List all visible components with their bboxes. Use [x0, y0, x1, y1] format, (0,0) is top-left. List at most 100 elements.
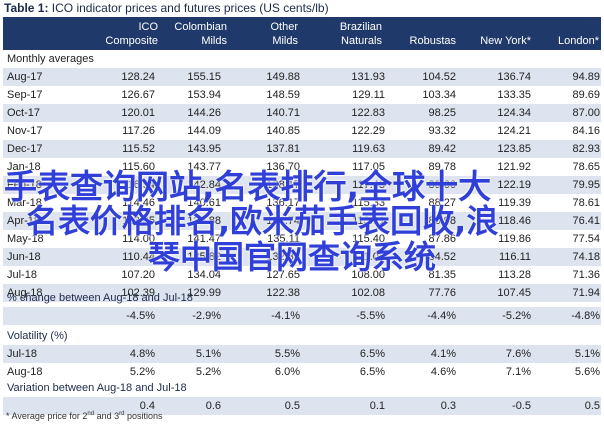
- table-cell: 77.54: [572, 233, 600, 245]
- section-header-pct: % change between Aug-18 and Jul-18: [3, 289, 601, 307]
- table-cell: 0.4: [139, 400, 155, 412]
- table-cell: 136.74: [497, 71, 531, 83]
- table-cell: 124.34: [497, 107, 531, 119]
- row-label: Monthly averages: [7, 53, 94, 65]
- table-cell: 120.01: [121, 107, 155, 119]
- row-label: Aug-17: [7, 71, 43, 83]
- row-label: Jan-18: [7, 161, 41, 173]
- table-cell: 7.6%: [505, 348, 531, 360]
- section-header-monthly: Monthly averages: [3, 50, 601, 68]
- table-cell: 122.38: [266, 287, 300, 299]
- table-cell: 134.74: [266, 215, 300, 227]
- table-row: Feb-18 116.54 142.84 138.17 117.43 89.66 122.1…: [3, 176, 601, 194]
- table-cell: 5.6%: [574, 366, 600, 378]
- table-cell: 5.1%: [195, 348, 221, 360]
- col-header-london: London*: [535, 17, 599, 50]
- table-cell: 5.1%: [574, 348, 600, 360]
- table-cell: 116.11: [498, 251, 531, 263]
- col-header-line2: Robustas: [409, 35, 456, 47]
- row-label: Nov-17: [7, 125, 43, 137]
- row-label: Feb-18: [7, 179, 42, 191]
- table-cell: 117.26: [122, 125, 155, 137]
- table-cell: 86.98: [428, 215, 456, 227]
- table-cell: 116.54: [122, 179, 155, 191]
- footnote-sup: nd: [87, 411, 95, 417]
- table-cell: 133.35: [497, 89, 531, 101]
- col-header-line2: London*: [558, 35, 599, 47]
- table-cell: 140.85: [266, 125, 300, 137]
- table-cell: 140.71: [266, 107, 300, 119]
- table-row: Aug-17 128.24 155.15 149.88 131.93 104.52 136.…: [3, 68, 601, 86]
- table-cell: 128.24: [121, 71, 155, 83]
- table-cell: 127.65: [266, 269, 300, 281]
- col-header-line1: Other: [270, 20, 298, 33]
- table-number: Table 1:: [4, 1, 49, 15]
- table-cell: -0.5: [512, 400, 531, 412]
- table-row: Aug-18 5.2% 5.2% 6.0% 6.5% 4.6% 7.1% 5.6%: [3, 363, 601, 381]
- table-cell: 135.82: [187, 251, 221, 263]
- table-row: Jan-18 115.60 143.77 136.70 117.05 89.78 121.9…: [3, 158, 601, 176]
- table-cell: 111.08: [352, 251, 385, 263]
- table-cell: 82.93: [572, 143, 600, 155]
- table-cell: 4.1%: [430, 348, 456, 360]
- col-header-new-york: New York*: [467, 17, 531, 50]
- table-cell: 129.99: [187, 287, 221, 299]
- table-cell: 6.5%: [359, 348, 385, 360]
- table-cell: 114.00: [122, 233, 155, 245]
- table-row: Sep-17 126.67 153.94 148.59 129.11 103.34 133.…: [3, 86, 601, 104]
- table-title: Table 1: ICO indicator prices and future…: [4, 0, 600, 16]
- table-cell: -4.5%: [126, 310, 155, 322]
- row-label: Variation between Aug-18 and Jul-18: [7, 382, 187, 394]
- table-cell: 135.11: [267, 233, 300, 245]
- col-header-line2: New York*: [480, 35, 531, 47]
- row-label: May-18: [7, 233, 44, 245]
- table-cell: 115.52: [122, 143, 155, 155]
- table-cell: -2.9%: [192, 310, 221, 322]
- table-cell: 0.5: [584, 400, 600, 412]
- col-header-line2: Milds: [201, 34, 227, 47]
- table-cell: 87.86: [428, 233, 456, 245]
- table-cell: 136.70: [266, 161, 300, 173]
- col-header-line2: Naturals: [341, 34, 382, 47]
- row-label: Apr-18: [7, 215, 41, 227]
- col-header-colombian-milds: Colombian Milds: [163, 17, 227, 50]
- table-cell: 143.95: [187, 143, 221, 155]
- row-label: Jul-18: [7, 348, 37, 360]
- row-label: Dec-17: [7, 143, 43, 155]
- section-header-variation: Variation between Aug-18 and Jul-18: [3, 379, 601, 397]
- table-cell: 0.1: [369, 400, 385, 412]
- table-cell: 107.45: [497, 287, 531, 299]
- table-cell: 115.40: [352, 233, 385, 245]
- col-header-line2: Milds: [272, 34, 298, 47]
- footnote-text: and 3: [94, 411, 120, 421]
- table-cell: 79.95: [572, 179, 600, 191]
- table-cell: 118.46: [498, 215, 531, 227]
- table-cell: 89.66: [428, 179, 456, 191]
- col-header-line1: ICO: [138, 20, 158, 33]
- column-header-bar: ICO Composite Colombian Milds Other Milds B…: [3, 17, 601, 50]
- row-label: Mar-18: [7, 197, 42, 209]
- table-cell: 113.28: [498, 269, 531, 281]
- table-cell: 78.61: [572, 197, 600, 209]
- table-cell: 137.81: [266, 143, 300, 155]
- table-cell: 102.39: [121, 287, 155, 299]
- table-cell: 143.77: [187, 161, 221, 173]
- row-label: Jun-18: [7, 251, 41, 263]
- table-cell: 76.41: [572, 215, 600, 227]
- table-row: -4.5% -2.9% -4.1% -5.5% -4.4% -5.2% -4.8%: [3, 307, 601, 325]
- table-cell: 121.92: [497, 161, 531, 173]
- table-cell: 138.17: [266, 179, 300, 191]
- table-cell: 136.17: [266, 197, 300, 209]
- table-cell: 113.05: [122, 215, 155, 227]
- row-label: % change between Aug-18 and Jul-18: [7, 292, 193, 304]
- table-cell: 0.6: [205, 400, 221, 412]
- table-cell: 115.33: [352, 197, 385, 209]
- table-row: Oct-17 120.01 144.26 140.71 122.83 98.25 124.3…: [3, 104, 601, 122]
- table-row: Jul-18 107.20 134.04 127.65 108.00 81.35 113.2…: [3, 266, 601, 284]
- table-cell: 139.88: [187, 215, 221, 227]
- col-header-line1: Colombian: [174, 20, 227, 33]
- table-cell: 4.8%: [129, 348, 155, 360]
- row-label: Aug-18: [7, 287, 43, 299]
- footnote-text: positions: [124, 411, 163, 421]
- table-cell: 144.26: [187, 107, 221, 119]
